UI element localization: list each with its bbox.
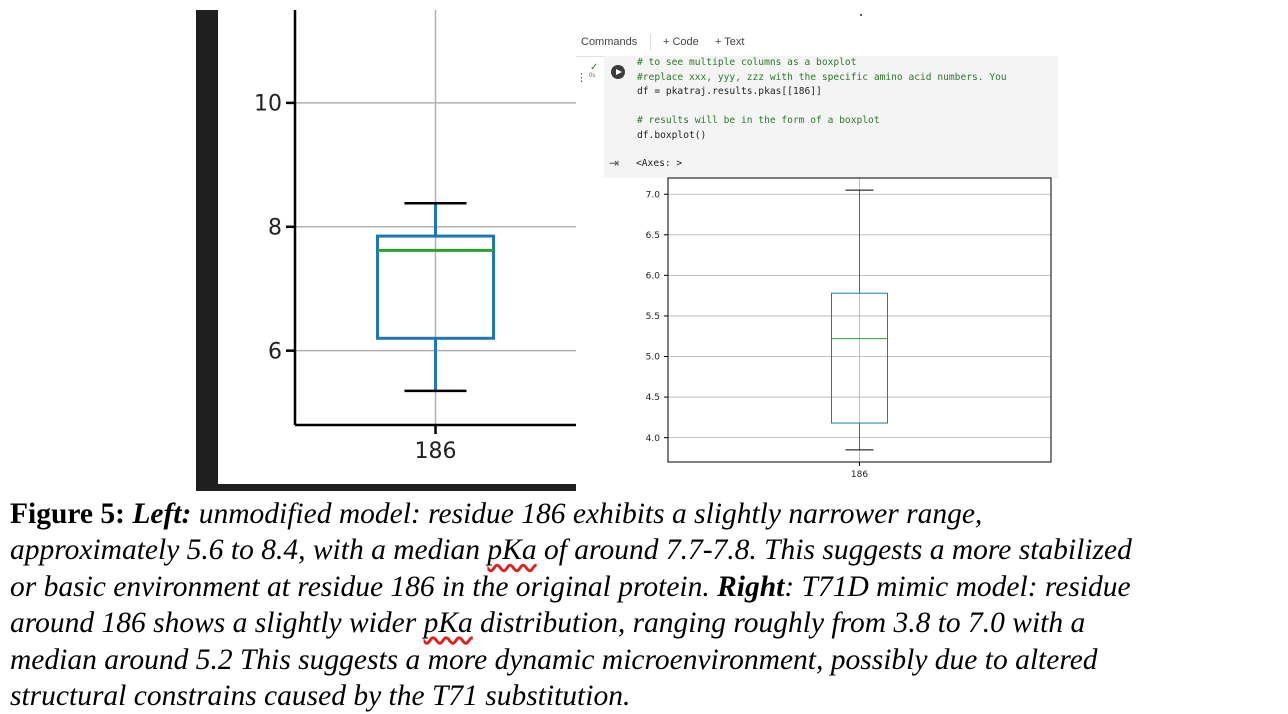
- colab-toolbar: Commands + Code + Text: [576, 28, 1058, 57]
- y-tick-label: 6.0: [646, 272, 661, 282]
- code-line: df = pkatraj.results.pkas[[186]]: [637, 86, 822, 97]
- code-line: # results will be in the form of a boxpl…: [637, 115, 880, 126]
- run-cell-button[interactable]: [611, 65, 625, 79]
- caption-text: distribution, ranging roughly from 3.8 t…: [472, 607, 1086, 640]
- caption-text: unmodified model: residue 186 exhibits a…: [191, 498, 983, 530]
- caption-line-4: around 186 shows a slightly wider pKa di…: [10, 605, 1280, 641]
- caption-text: median around 5.2 This suggests a more d…: [10, 643, 1098, 676]
- add-code-button[interactable]: + Code: [663, 36, 699, 48]
- bottom-dark-border: [196, 484, 576, 491]
- plot-frame: [667, 177, 1052, 463]
- box-iqr: [376, 234, 495, 340]
- left-dark-border: [196, 10, 218, 491]
- y-tick-label: 5.0: [646, 353, 661, 363]
- caption-line-3: or basic environment at residue 186 in t…: [10, 569, 1280, 605]
- x-tick-label: 186: [851, 470, 868, 480]
- output-axes-label: <Axes: >: [636, 158, 683, 169]
- figure-label: Figure 5:: [10, 498, 125, 530]
- right-label: Right: [717, 570, 785, 603]
- caption-text: approximately 5.6 to 8.4, with a median: [10, 534, 488, 567]
- toolbar-divider: [650, 34, 651, 50]
- y-tick-label: 5.5: [646, 312, 660, 322]
- colab-notebook-panel: Commands + Code + Text ⋮ ✓ 0s # to see m…: [576, 28, 1058, 492]
- pka-term: pKa: [423, 607, 473, 640]
- dot-mark: [860, 14, 862, 16]
- caption-line-6: structural constrains caused by the T71 …: [10, 678, 1280, 714]
- y-tick-label: 6: [268, 339, 282, 364]
- y-tick-label: 4.5: [646, 393, 660, 403]
- pka-term: pKa: [487, 534, 537, 567]
- code-line: df.boxplot(): [637, 129, 707, 141]
- left-boxplot-chart: 6 8 10 186: [196, 10, 576, 491]
- caption-text: structural constrains caused by the T71 …: [10, 680, 631, 713]
- caption-text: or basic environment at residue 186 in t…: [10, 570, 718, 603]
- caption-text: around 186 shows a slightly wider: [10, 607, 424, 640]
- run-time-label: 0s: [589, 73, 596, 79]
- x-tick-label: 186: [415, 439, 457, 464]
- caption-text: : T71D mimic model: residue: [784, 570, 1131, 603]
- code-line: #replace xxx, yyy, zzz with the specific…: [637, 71, 1007, 83]
- caption-line-5: median around 5.2 This suggests a more d…: [10, 642, 1280, 678]
- code-cell[interactable]: # to see multiple columns as a boxplot #…: [604, 56, 1058, 178]
- caption-line-1: Figure 5: Left: unmodified model: residu…: [10, 496, 1280, 532]
- caption-line-2: approximately 5.6 to 8.4, with a median …: [10, 532, 1280, 568]
- code-line: # to see multiple columns as a boxplot: [637, 57, 857, 68]
- caption-text: of around 7.7-7.8. This suggests a more …: [536, 534, 1132, 567]
- cell-menu-icon[interactable]: ⋮: [576, 72, 587, 84]
- y-tick-label: 10: [254, 92, 282, 117]
- right-boxplot-chart: 4.0 4.5 5.0 5.5 6.0 6.5 7.0 186: [646, 177, 1052, 480]
- commands-button[interactable]: Commands: [581, 36, 638, 48]
- y-tick-label: 7.0: [646, 190, 661, 200]
- left-boxplot-panel: 6 8 10 186: [196, 10, 576, 491]
- output-toggle-icon[interactable]: ⇥: [609, 156, 620, 170]
- check-icon: ✓: [590, 62, 599, 73]
- figure-caption: Figure 5: Left: unmodified model: residu…: [10, 496, 1280, 714]
- add-text-button[interactable]: + Text: [715, 36, 745, 48]
- y-tick-label: 6.5: [646, 231, 660, 241]
- left-label: Left:: [132, 498, 192, 530]
- y-tick-label: 8: [268, 215, 282, 240]
- y-tick-label: 4.0: [646, 434, 661, 444]
- box-iqr: [831, 292, 888, 424]
